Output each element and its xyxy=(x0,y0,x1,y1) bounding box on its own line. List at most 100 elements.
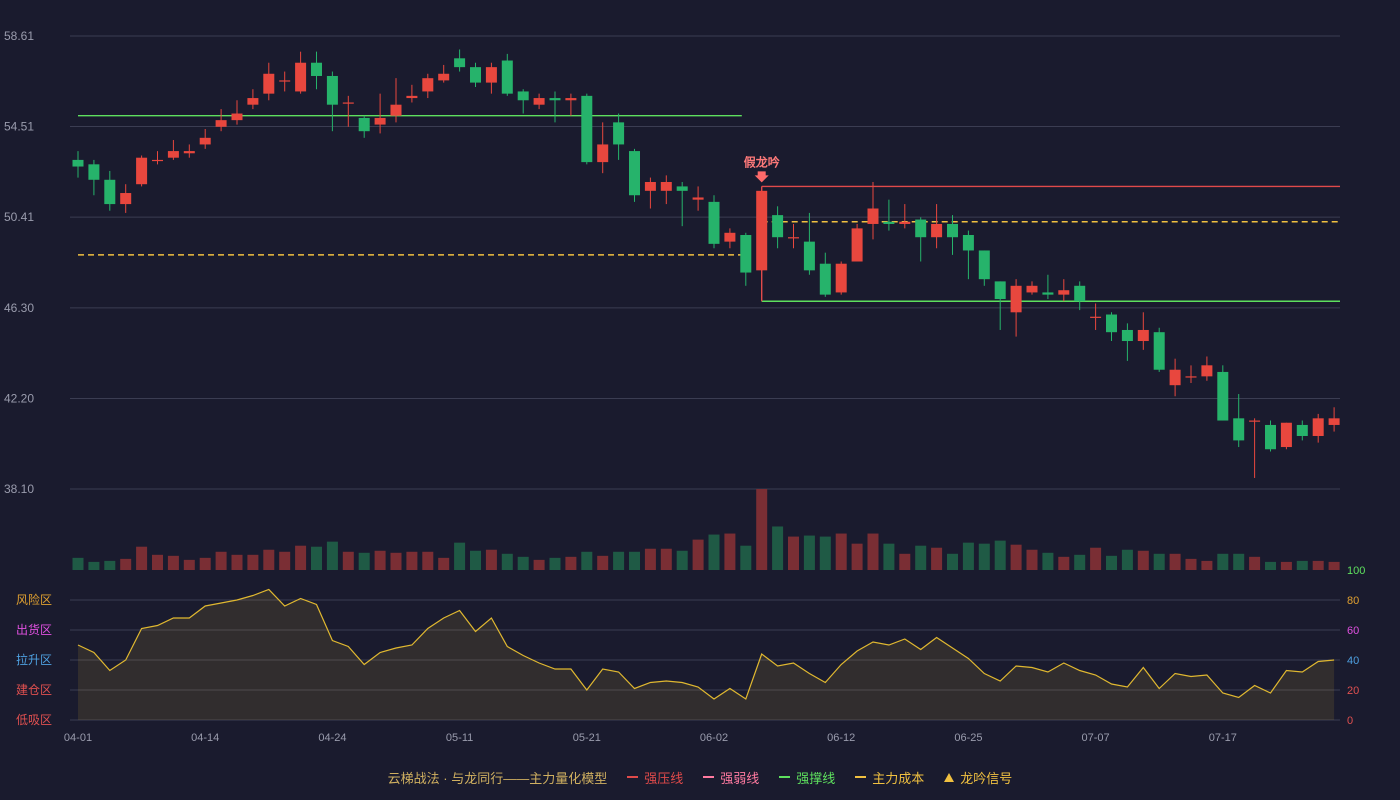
volume-bar xyxy=(978,543,990,570)
legend-item-pressure[interactable]: 强压线 xyxy=(627,768,683,787)
candle-body xyxy=(613,122,625,145)
candle-body xyxy=(1265,424,1276,450)
volume-bar xyxy=(724,533,736,570)
candle-body xyxy=(88,164,100,180)
candle-body xyxy=(1026,285,1038,293)
candle-body xyxy=(1010,285,1022,313)
volume-bar xyxy=(931,547,943,570)
volume-bar xyxy=(279,551,291,570)
candle-body xyxy=(1042,292,1054,295)
volume-bar xyxy=(819,536,831,570)
volume-bar xyxy=(597,555,609,570)
volume-bar xyxy=(962,542,974,570)
volume-bar xyxy=(470,550,481,570)
volume-bar xyxy=(883,543,895,570)
volume-bar xyxy=(215,551,227,570)
volume-bar xyxy=(1280,561,1292,570)
volume-bar xyxy=(788,536,799,570)
candle-body xyxy=(756,190,768,271)
volume-bar xyxy=(708,534,720,570)
candle-body xyxy=(708,201,720,244)
candle-body xyxy=(342,102,354,104)
volume-bar xyxy=(88,561,100,570)
legend-label-pressure: 强压线 xyxy=(644,770,684,786)
volume-bar xyxy=(581,551,593,570)
volume-bar xyxy=(374,550,386,570)
legend-swatch-pressure xyxy=(627,776,639,778)
indicator-area xyxy=(78,589,1335,720)
volume-bar xyxy=(1153,553,1165,570)
legend-item-signal[interactable]: 龙吟信号 xyxy=(944,768,1012,787)
candle-body xyxy=(533,98,545,105)
candle-body xyxy=(883,221,895,224)
candle-body xyxy=(279,80,291,82)
legend-label-cost: 主力成本 xyxy=(872,770,925,786)
candle-body xyxy=(1058,290,1070,295)
candle-body xyxy=(1137,329,1149,342)
candle-body xyxy=(597,144,609,163)
date-tick-label: 05-21 xyxy=(573,732,601,744)
candle-body xyxy=(1328,418,1340,425)
volume-bar xyxy=(1121,549,1133,570)
indicator-tick-label: 20 xyxy=(1347,685,1359,697)
volume-bar xyxy=(1026,549,1038,570)
volume-bars xyxy=(72,489,1340,570)
volume-bar xyxy=(1217,553,1229,570)
indicator-tick-label: 100 xyxy=(1347,565,1365,577)
candle-body xyxy=(390,104,402,116)
axis-labels: 58.61 54.51 50.41 46.30 42.20 38.10 100 80 60 40 2… xyxy=(4,29,1365,744)
volume-bar xyxy=(756,489,768,570)
candle-body xyxy=(406,95,418,99)
legend-swatch-cost xyxy=(855,776,867,778)
signal-arrow-icon xyxy=(754,171,769,183)
volume-bar xyxy=(342,551,354,570)
candle-body xyxy=(485,67,497,83)
volume-bar xyxy=(454,542,466,570)
volume-bar xyxy=(1312,560,1324,570)
volume-bar xyxy=(692,539,704,570)
level-lines xyxy=(78,115,1340,302)
volume-bar xyxy=(183,559,195,570)
legend-item-cost[interactable]: 主力成本 xyxy=(855,768,924,787)
candle-body xyxy=(167,151,179,158)
candle-body xyxy=(1121,329,1133,342)
volume-bar xyxy=(613,551,625,570)
candle-body xyxy=(1249,420,1261,422)
volume-bar xyxy=(1058,556,1070,570)
volume-bar xyxy=(565,556,577,570)
candle-body xyxy=(835,263,847,293)
volume-bar xyxy=(231,554,243,570)
volume-bar xyxy=(867,533,879,570)
volume-bar xyxy=(851,543,863,570)
date-tick-label: 06-12 xyxy=(827,732,855,744)
volume-bar xyxy=(1233,553,1245,570)
candle-body xyxy=(247,98,259,105)
candle-body xyxy=(136,157,148,185)
volume-bar xyxy=(1201,560,1213,570)
candle-body xyxy=(867,208,879,224)
volume-bar xyxy=(629,551,640,570)
candle-body xyxy=(962,235,974,251)
volume-bar xyxy=(295,545,307,570)
legend-item-strength[interactable]: 强弱线 xyxy=(703,768,759,787)
legend-item-support[interactable]: 强撑线 xyxy=(779,768,835,787)
legend-label-support: 强撑线 xyxy=(796,770,836,786)
legend-title: 云梯战法 · 与龙同行——主力量化模型 xyxy=(387,770,608,786)
volume-bar xyxy=(1249,556,1261,570)
volume-bar xyxy=(533,559,545,570)
volume-bar xyxy=(136,546,148,570)
candle-body xyxy=(152,159,163,162)
candle-body xyxy=(1090,316,1102,318)
candle-body xyxy=(994,281,1006,300)
candle-body xyxy=(104,179,116,205)
volume-bar xyxy=(406,551,418,570)
zone-label: 低吸区 xyxy=(16,713,52,727)
date-tick-label: 07-17 xyxy=(1209,732,1237,744)
date-tick-label: 04-24 xyxy=(318,732,346,744)
candle-body xyxy=(931,223,943,238)
date-tick-label: 05-11 xyxy=(446,732,473,744)
date-tick-label: 04-01 xyxy=(64,732,92,744)
volume-bar xyxy=(1106,555,1117,570)
volume-bar xyxy=(1010,544,1022,570)
volume-bar xyxy=(1042,552,1054,570)
